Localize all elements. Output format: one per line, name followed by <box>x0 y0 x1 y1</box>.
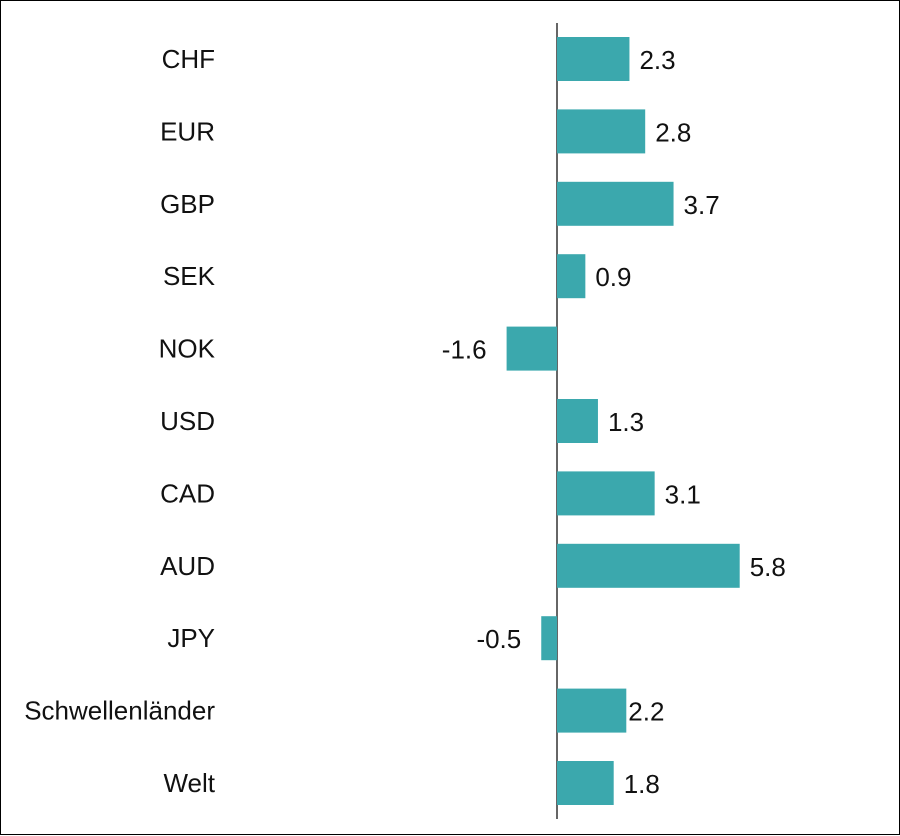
value-label: -1.6 <box>442 335 487 365</box>
bar <box>557 688 627 733</box>
category-label: CHF <box>162 44 215 74</box>
value-label: -0.5 <box>476 624 521 654</box>
value-label: 2.8 <box>655 117 691 147</box>
category-label: AUD <box>160 551 215 581</box>
value-label: 3.7 <box>684 190 720 220</box>
bar <box>557 109 646 154</box>
category-label: Welt <box>163 768 215 798</box>
bar <box>506 326 557 371</box>
bar <box>557 254 586 299</box>
category-label: SEK <box>163 261 216 291</box>
value-label: 5.8 <box>750 552 786 582</box>
category-label: EUR <box>160 116 215 146</box>
category-label: Schwellenländer <box>24 696 215 726</box>
value-label: 1.3 <box>608 407 644 437</box>
bar <box>557 37 630 81</box>
category-label: NOK <box>159 334 216 364</box>
bar <box>557 543 740 588</box>
bar <box>557 471 655 516</box>
value-label: 2.3 <box>639 45 675 75</box>
category-label: JPY <box>167 623 215 653</box>
category-label: USD <box>160 406 215 436</box>
bar <box>557 181 674 226</box>
category-label: CAD <box>160 478 215 508</box>
bar <box>557 399 598 443</box>
value-label: 2.2 <box>628 697 664 727</box>
bar <box>541 616 557 661</box>
bar <box>557 761 614 805</box>
value-label: 3.1 <box>665 479 701 509</box>
value-label: 1.8 <box>624 769 660 799</box>
value-label: 0.9 <box>595 262 631 292</box>
category-label: GBP <box>160 189 215 219</box>
